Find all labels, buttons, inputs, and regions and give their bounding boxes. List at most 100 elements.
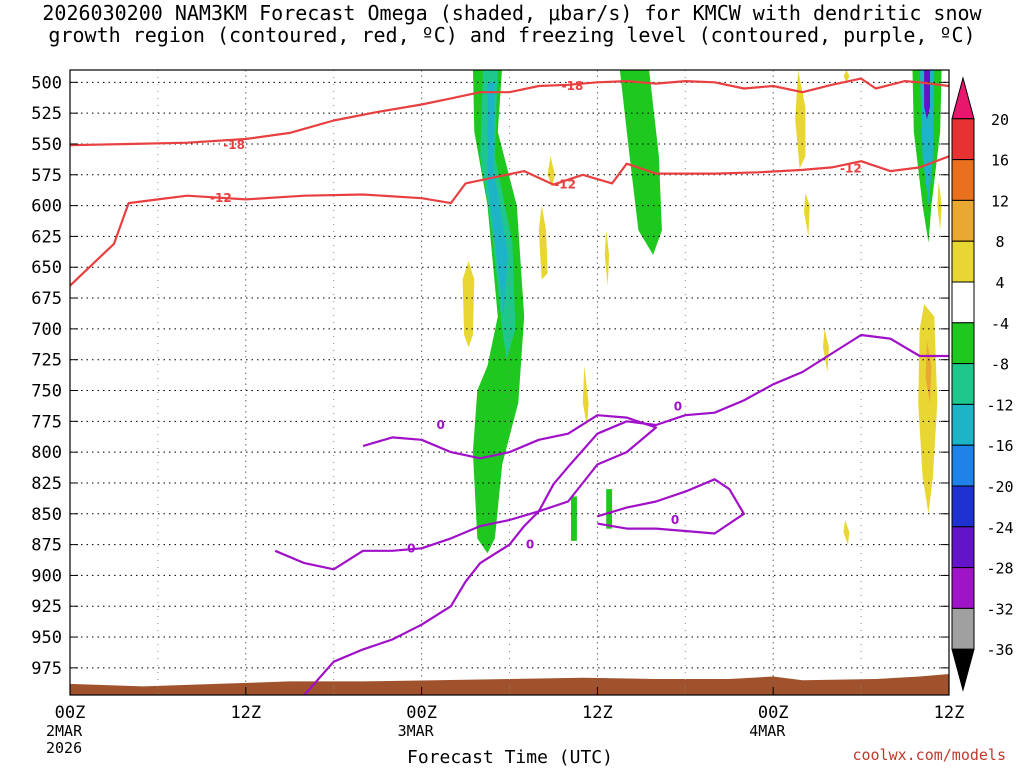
x-tick-label-0: 00Z <box>55 703 86 723</box>
contour-label-2: -12 <box>210 191 232 205</box>
y-tick-label-900: 900 <box>31 566 62 586</box>
y-tick-label-925: 925 <box>31 597 62 617</box>
colorbar-label-10: -24 <box>986 519 1013 537</box>
colorbar-bottom-triangle <box>951 648 975 692</box>
y-tick-label-950: 950 <box>31 628 62 648</box>
colorbar-swatch-12 <box>951 567 975 609</box>
contour-label-4: -12 <box>840 162 862 176</box>
y-tick-label-800: 800 <box>31 443 62 463</box>
y-tick-label-625: 625 <box>31 227 62 247</box>
contour-labels: -18 -18 -12 -12 -12 0 0 0 0 0 <box>210 79 862 555</box>
x-tick-label-5: 12Z <box>934 703 965 723</box>
y-tick-label-600: 600 <box>31 197 62 217</box>
colorbar-swatch-7 <box>951 363 975 405</box>
contour-line-3 <box>274 414 658 571</box>
colorbar-label-13: -36 <box>986 641 1013 659</box>
y-tick-label-575: 575 <box>31 166 62 186</box>
omega-region-17 <box>823 328 829 372</box>
y-tick-label-525: 525 <box>31 104 62 124</box>
y-tick-label-775: 775 <box>31 412 62 432</box>
x-year-label-0: 2026 <box>46 739 82 757</box>
colorbar-swatch-10 <box>951 485 975 528</box>
y-tick-label-750: 750 <box>31 382 62 402</box>
y-tick-label-725: 725 <box>31 351 62 371</box>
grid-lines <box>70 70 949 695</box>
omega-region-7 <box>571 496 577 541</box>
omega-region-19 <box>918 304 938 514</box>
plot-frame <box>69 69 950 696</box>
y-tick-label-850: 850 <box>31 505 62 525</box>
x-axis-title: Forecast Time (UTC) <box>407 747 613 768</box>
colorbar-label-11: -28 <box>986 560 1013 578</box>
colorbar-swatch-3 <box>951 199 975 242</box>
colorbar-label-7: -12 <box>986 396 1013 414</box>
x-tick-label-4: 00Z <box>758 703 789 723</box>
colorbar-swatch-9 <box>951 444 975 487</box>
colorbar-swatch-8 <box>951 403 975 446</box>
colorbar-swatch-6 <box>951 322 975 365</box>
colorbar-swatch-2 <box>951 159 975 201</box>
omega-region-3 <box>619 70 662 255</box>
omega-region-18 <box>843 520 850 545</box>
y-tick-label-975: 975 <box>31 659 62 679</box>
y-tick-label-550: 550 <box>31 135 62 155</box>
contour-line-1 <box>70 155 949 287</box>
colorbar-label-3: 8 <box>995 233 1004 251</box>
omega-region-10 <box>547 156 555 188</box>
colorbar-swatch-4 <box>951 240 975 283</box>
omega-region-0 <box>472 70 525 554</box>
x-date-label-4: 4MAR <box>749 722 786 740</box>
title-line-2: growth region (contoured, red, ºC) and f… <box>48 23 976 47</box>
y-tick-label-500: 500 <box>31 73 62 93</box>
colorbar-label-0: 20 <box>991 111 1009 129</box>
colorbar-label-12: -32 <box>986 600 1013 618</box>
title-line-1: 2026030200 NAM3KM Forecast Omega (shaded… <box>42 1 982 25</box>
omega-region-8 <box>606 489 613 529</box>
terrain-area <box>70 674 949 695</box>
colorbar-label-9: -20 <box>986 478 1013 496</box>
colorbar-label-8: -16 <box>986 437 1013 455</box>
contour-label-3: -12 <box>554 178 576 192</box>
contour-line-4 <box>597 478 746 535</box>
x-tick-label-3: 12Z <box>582 703 613 723</box>
omega-region-5 <box>919 70 935 206</box>
contour-lines <box>70 77 949 695</box>
contour-label-5: 0 <box>436 418 444 432</box>
omega-region-15 <box>843 70 850 83</box>
y-tick-label-875: 875 <box>31 536 62 556</box>
contour-label-1: -18 <box>562 79 584 93</box>
contour-line-0 <box>70 77 949 147</box>
colorbar-swatch-11 <box>951 526 975 569</box>
x-date-label-0: 2MAR <box>46 722 83 740</box>
colorbar: 20 16 12 8 4 -4 -8 -12 -16 -20 -24 -28 -32 -36 <box>951 76 1014 692</box>
colorbar-label-2: 12 <box>991 192 1009 210</box>
colorbar-label-1: 16 <box>991 152 1009 170</box>
omega-region-9 <box>462 261 475 348</box>
y-tick-label-650: 650 <box>31 258 62 278</box>
omega-region-16 <box>804 193 810 237</box>
x-tick-label-2: 00Z <box>406 703 437 723</box>
colorbar-swatch-13 <box>951 607 975 650</box>
contour-line-2 <box>303 333 949 695</box>
colorbar-label-6: -8 <box>991 356 1009 374</box>
omega-region-14 <box>795 70 806 169</box>
colorbar-top-triangle <box>951 76 975 120</box>
omega-region-11 <box>538 205 548 280</box>
contour-label-6: 0 <box>407 541 415 555</box>
colorbar-swatch-5 <box>951 281 975 324</box>
y-tick-label-825: 825 <box>31 474 62 494</box>
terrain-fill <box>70 674 949 695</box>
contour-label-0: -18 <box>223 138 245 152</box>
colorbar-swatch-1 <box>951 118 975 161</box>
y-axis: 500 525 550 575 600 625 650 675 700 725 750 775 800 8… <box>31 73 949 679</box>
y-tick-label-675: 675 <box>31 289 62 309</box>
y-tick-label-700: 700 <box>31 320 62 340</box>
x-tick-label-1: 12Z <box>230 703 261 723</box>
omega-region-12 <box>604 230 610 286</box>
contour-label-7: 0 <box>526 538 534 552</box>
chart-title: 2026030200 NAM3KM Forecast Omega (shaded… <box>0 2 1024 46</box>
omega-region-2 <box>487 82 508 317</box>
credit-text: coolwx.com/models <box>852 746 1006 764</box>
